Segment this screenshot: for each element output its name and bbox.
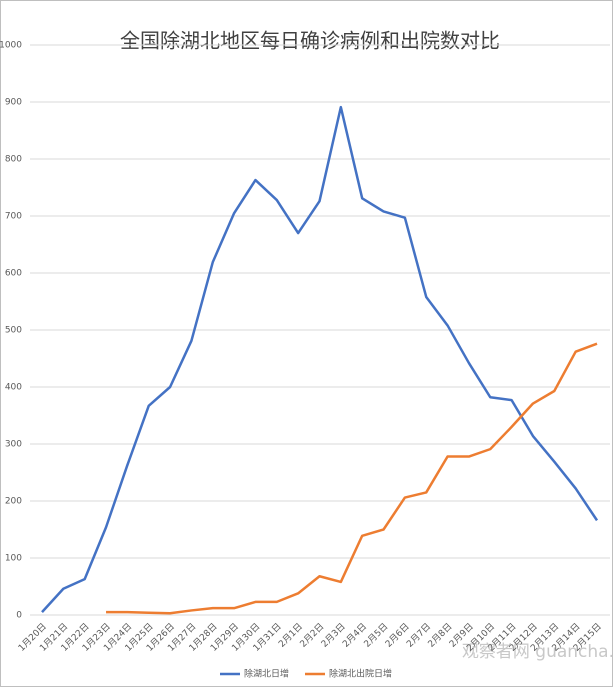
- y-tick-label: 900: [5, 98, 22, 108]
- y-tick-label: 800: [5, 155, 22, 165]
- y-tick-label: 700: [5, 212, 22, 222]
- y-tick-label: 0: [16, 611, 22, 621]
- watermark: 观察者网 guancha.cn: [462, 642, 613, 662]
- y-tick-label: 600: [5, 269, 22, 279]
- data-line: [41, 105, 599, 613]
- chart-title: 全国除湖北地区每日确诊病例和出院数对比: [120, 29, 500, 53]
- y-tick-label: 300: [5, 440, 22, 450]
- y-tick-label: 1000: [0, 41, 22, 51]
- y-tick-label: 200: [5, 497, 22, 507]
- legend-label: 除湖北日增: [244, 668, 289, 680]
- y-tick-label: 500: [5, 326, 22, 336]
- data-line: [106, 342, 598, 615]
- y-tick-label: 400: [5, 383, 22, 393]
- legend-label: 除湖北出院日增: [329, 668, 392, 680]
- y-tick-label: 100: [5, 554, 22, 564]
